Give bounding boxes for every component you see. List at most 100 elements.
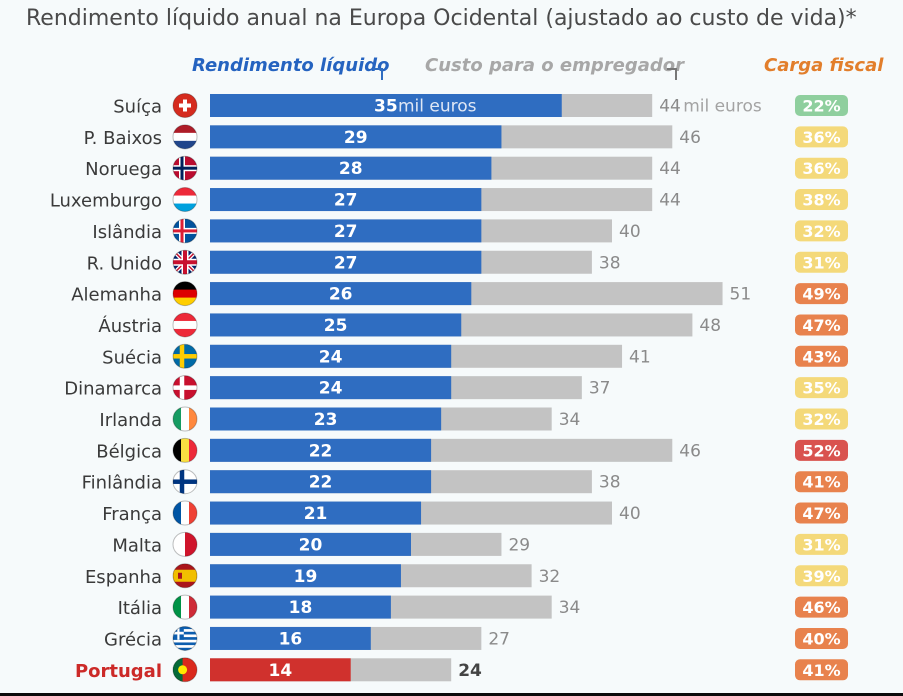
tax-badge-label: 47%	[802, 316, 840, 335]
tax-badge	[795, 408, 848, 430]
country-label: Dinamarca	[64, 379, 162, 400]
austria-flag-icon	[172, 312, 198, 338]
net-value-label: 24	[319, 379, 343, 399]
employer-cost-label: 46	[679, 441, 701, 461]
country-label: Itália	[118, 598, 162, 619]
country-label: R. Unido	[87, 253, 162, 274]
tax-badge	[795, 189, 848, 211]
tax-badge-label: 40%	[802, 629, 840, 648]
employer-cost-label: 34	[559, 410, 581, 430]
employer-cost-label: 41	[629, 347, 651, 367]
net-income-bar	[210, 282, 472, 306]
tax-badge	[795, 345, 848, 367]
belgium-flag-icon	[172, 437, 198, 463]
net-value-label: 24	[319, 347, 343, 367]
spain-flag-icon	[172, 563, 198, 589]
tax-badge-label: 43%	[802, 347, 840, 366]
norway-flag-icon	[172, 155, 198, 181]
tax-badge	[795, 596, 848, 618]
country-label: Áustria	[98, 315, 162, 337]
net-income-bar	[210, 376, 452, 400]
tax-badge	[795, 565, 848, 587]
tax-badge-label: 38%	[802, 191, 840, 210]
france-flag-icon	[172, 500, 198, 526]
net-income-bar	[210, 219, 482, 243]
netherlands-flag-icon	[172, 124, 198, 150]
net-value-label: 27	[334, 222, 358, 242]
legend-tax-burden: Carga fiscal	[764, 55, 884, 76]
country-label: Portugal	[75, 661, 162, 682]
net-income-bar	[210, 125, 502, 149]
employer-cost-label: 44	[659, 97, 681, 117]
net-income-bar	[210, 156, 492, 180]
tax-badge-label: 46%	[802, 598, 840, 617]
country-label: Luxemburgo	[50, 191, 162, 212]
tax-badge-label: 22%	[802, 97, 840, 116]
legend-employer-cost: Custo para o empregador	[425, 55, 685, 76]
country-label: Islândia	[92, 222, 162, 243]
chart-title: Rendimento líquido anual na Europa Ocide…	[26, 6, 857, 31]
bottom-border	[0, 693, 903, 696]
net-value-label: 27	[334, 191, 358, 211]
country-label: Suécia	[102, 347, 162, 368]
net-unit-label: mil euros	[398, 97, 477, 117]
net-value-label: 14	[269, 661, 293, 681]
tax-badge	[795, 533, 848, 555]
country-label: Suíça	[113, 97, 162, 118]
net-value-label: 27	[334, 253, 358, 273]
germany-flag-icon	[172, 281, 198, 307]
tax-badge-label: 36%	[802, 128, 840, 147]
tax-badge	[795, 157, 848, 179]
sweden-flag-icon	[172, 343, 198, 369]
tax-badge-label: 49%	[802, 285, 840, 304]
tax-badge-label: 36%	[802, 159, 840, 178]
net-income-bar	[210, 344, 452, 368]
legend-net-income: Rendimento líquido	[192, 55, 390, 76]
net-income-bar	[210, 94, 562, 117]
employer-cost-label: 46	[679, 128, 701, 148]
net-value-label: 19	[294, 567, 318, 587]
net-value-label: 21	[304, 504, 328, 524]
tax-badge-label: 41%	[802, 661, 840, 680]
employer-unit-label: mil euros	[683, 97, 762, 117]
tax-badge-label: 39%	[802, 567, 840, 586]
employer-cost-label: 44	[659, 159, 681, 179]
legend-net-bracket	[373, 68, 383, 80]
tax-badge-label: 41%	[802, 473, 840, 492]
net-income-bar	[210, 470, 432, 494]
employer-cost-label: 40	[619, 222, 641, 242]
luxembourg-flag-icon	[172, 187, 198, 213]
employer-cost-label: 37	[589, 379, 611, 399]
tax-badge	[795, 502, 848, 524]
tax-badge	[795, 314, 848, 336]
employer-cost-label: 44	[659, 191, 681, 211]
greece-flag-icon	[172, 625, 198, 651]
country-label: Noruega	[85, 159, 162, 180]
employer-cost-label: 38	[599, 473, 621, 493]
employer-cost-label: 38	[599, 253, 621, 273]
employer-cost-label: 34	[559, 598, 581, 618]
iceland-flag-icon	[172, 218, 198, 244]
country-label: P. Baixos	[84, 128, 162, 149]
tax-badge-label: 35%	[802, 379, 840, 398]
tax-badge-label: 32%	[802, 222, 840, 241]
employer-cost-label: 51	[730, 285, 752, 305]
net-income-bar	[210, 313, 462, 337]
net-value-label: 22	[309, 441, 333, 461]
net-income-bar	[210, 188, 482, 212]
net-value-label: 26	[329, 285, 353, 305]
tax-badge-label: 52%	[802, 441, 840, 460]
net-value-label: 23	[314, 410, 338, 430]
country-label: Irlanda	[99, 410, 162, 431]
legend-employer-bracket	[667, 68, 677, 80]
tax-badge	[795, 439, 848, 461]
net-income-bar	[210, 438, 432, 462]
malta-flag-icon	[172, 531, 198, 557]
net-income-bar	[210, 564, 401, 588]
tax-badge-label: 31%	[802, 253, 840, 272]
country-label: França	[102, 504, 162, 525]
net-value-label: 16	[279, 629, 303, 649]
tax-badge-label: 32%	[802, 410, 840, 429]
net-income-bar	[210, 595, 391, 619]
